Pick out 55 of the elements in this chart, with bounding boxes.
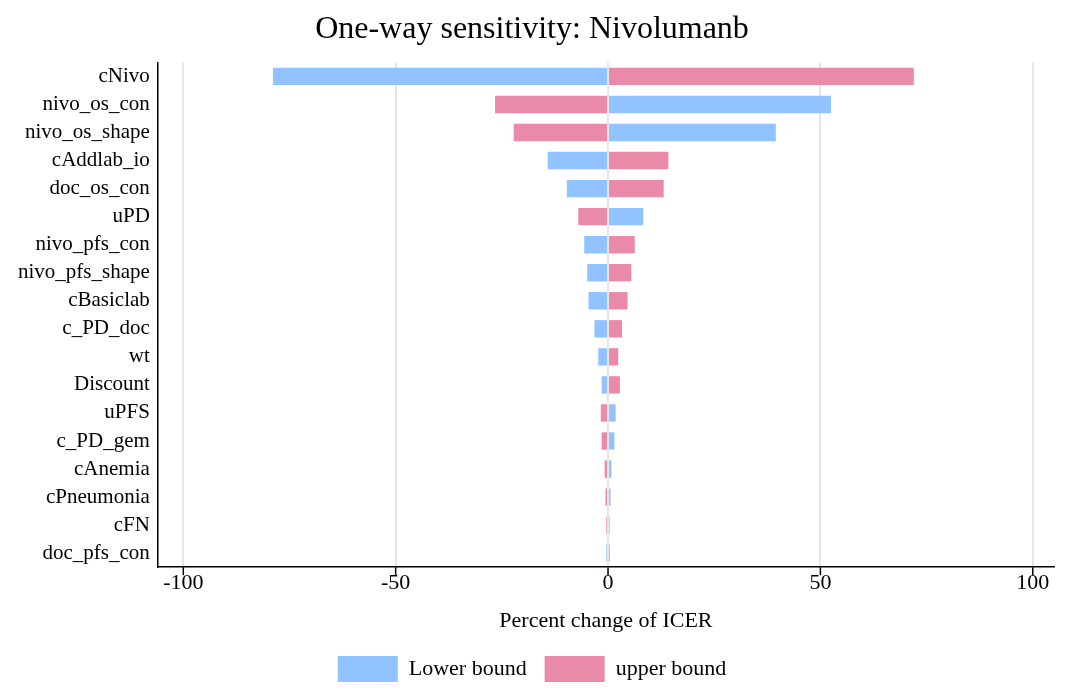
- y-tick-label: nivo_pfs_con: [35, 231, 151, 256]
- bar: [566, 179, 608, 198]
- y-tick-label: c_PD_gem: [56, 427, 150, 452]
- legend-label: Lower bound: [408, 654, 527, 680]
- y-tick-label: Discount: [73, 371, 150, 396]
- bar: [578, 207, 608, 226]
- bar: [584, 236, 608, 254]
- y-tick-label: nivo_os_con: [42, 90, 151, 115]
- x-tick-label: -50: [381, 569, 411, 595]
- y-tick-label: cAddlab_io: [51, 147, 150, 172]
- bar: [609, 376, 620, 394]
- x-axis-title: Percent change of ICER: [499, 606, 713, 632]
- bar: [609, 236, 635, 254]
- bar: [547, 151, 608, 170]
- x-tick-label: 50: [809, 569, 832, 595]
- bar: [588, 292, 608, 310]
- y-tick-label: doc_os_con: [49, 175, 151, 200]
- y-tick-label: c_PD_doc: [62, 315, 150, 340]
- bar: [609, 404, 616, 422]
- bar: [601, 376, 608, 394]
- bar: [609, 151, 669, 170]
- bar: [609, 67, 914, 86]
- legend-label: upper bound: [615, 654, 727, 680]
- bar: [609, 348, 619, 366]
- y-tick-label: cNivo: [98, 62, 150, 87]
- bar: [272, 67, 608, 86]
- y-tick-label: cPneumonia: [46, 483, 151, 508]
- bar: [594, 320, 608, 338]
- bar: [609, 292, 628, 310]
- y-tick-label: nivo_pfs_shape: [17, 259, 150, 284]
- x-tick-label: -100: [163, 569, 204, 595]
- bar: [609, 207, 644, 226]
- y-tick-label: cFN: [113, 511, 150, 536]
- bar: [609, 264, 632, 282]
- bar: [600, 404, 608, 422]
- bar: [609, 123, 776, 142]
- bar: [598, 348, 608, 366]
- y-tick-label: nivo_os_shape: [24, 119, 150, 144]
- bar: [513, 123, 608, 142]
- y-tick-label: cBasiclab: [68, 287, 150, 312]
- bar: [495, 95, 608, 114]
- x-tick-label: 0: [602, 569, 614, 595]
- y-tick-label: cAnemia: [74, 455, 151, 480]
- chart-title: One-way sensitivity: Nivolumanb: [315, 8, 749, 45]
- bar: [609, 95, 832, 114]
- bar: [609, 320, 623, 338]
- y-tick-label: uPD: [112, 203, 150, 228]
- y-tick-label: doc_pfs_con: [42, 539, 151, 564]
- bar: [587, 264, 608, 282]
- bar: [601, 432, 608, 450]
- y-tick-label: wt: [128, 343, 150, 368]
- bar: [609, 432, 615, 450]
- x-tick-label: 100: [1016, 569, 1050, 595]
- y-tick-label: uPFS: [104, 399, 150, 424]
- bar: [609, 179, 664, 198]
